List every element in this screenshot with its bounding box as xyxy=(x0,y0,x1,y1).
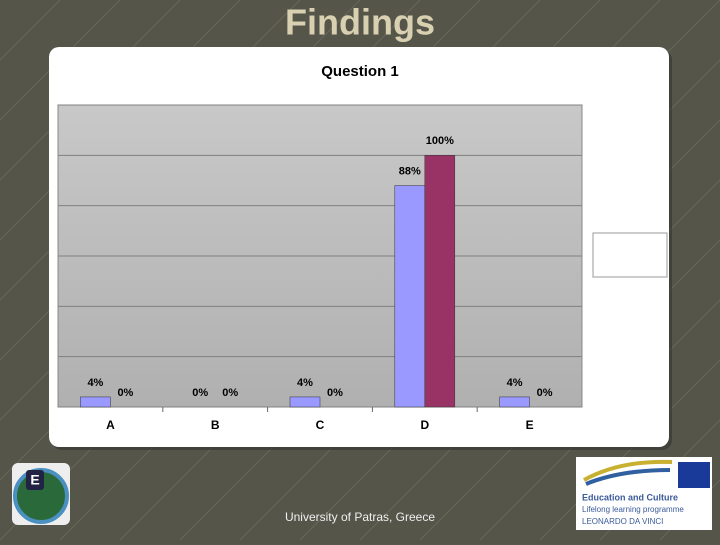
logo-text: LEONARDO DA VINCI xyxy=(582,517,663,526)
bar xyxy=(80,396,111,408)
bar xyxy=(394,185,426,408)
value-label: 0% xyxy=(192,387,208,399)
x-tick-label: C xyxy=(316,418,325,432)
value-label: 4% xyxy=(507,377,523,389)
x-tick-label: A xyxy=(106,418,115,432)
value-label: 0% xyxy=(537,387,553,399)
legend xyxy=(592,232,668,278)
logo-swoosh xyxy=(583,459,673,482)
slide-title: Findings xyxy=(285,2,435,43)
x-tick-label: E xyxy=(526,418,534,432)
right-logo: Education and Culture Lifelong learning … xyxy=(576,457,712,530)
chart-title: Question 1 xyxy=(321,63,399,80)
logo-letter: E xyxy=(30,472,39,488)
logo-swoosh xyxy=(585,468,671,486)
x-tick-label: B xyxy=(211,418,220,432)
value-label: 0% xyxy=(327,387,343,399)
bar xyxy=(424,155,456,408)
x-tick-label: D xyxy=(420,418,429,432)
value-label: 4% xyxy=(87,377,103,389)
value-label: 88% xyxy=(399,165,421,177)
value-label: 100% xyxy=(426,135,454,147)
logo-text: Education and Culture xyxy=(582,492,678,502)
value-label: 0% xyxy=(117,387,133,399)
eu-flag xyxy=(678,462,710,488)
logo-text: Lifelong learning programme xyxy=(582,505,684,514)
bar xyxy=(499,396,530,408)
value-label: 0% xyxy=(222,387,238,399)
value-label: 4% xyxy=(297,377,313,389)
left-logo: E xyxy=(12,463,70,525)
logo-key xyxy=(26,470,44,490)
bar xyxy=(289,396,321,408)
footer: University of Patras, Greece xyxy=(285,510,435,524)
